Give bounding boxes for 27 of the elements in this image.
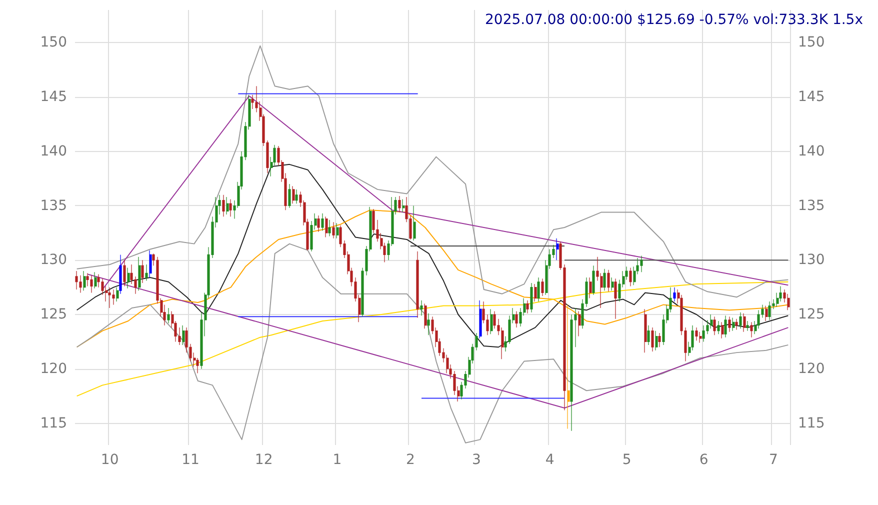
y2-tick-label: 125 <box>798 306 825 322</box>
y2-tick-label: 150 <box>798 34 825 51</box>
x-tick-label: 7 <box>769 452 778 468</box>
x-tick-label: 6 <box>699 452 708 468</box>
y-tick-label: 145 <box>40 89 67 105</box>
x-tick-label: 12 <box>254 452 273 468</box>
x-tick-label: 2 <box>406 452 415 468</box>
y-tick-label: 115 <box>40 415 67 432</box>
x-tick-label: 5 <box>622 452 632 468</box>
y2-tick-label: 140 <box>798 143 825 160</box>
y-tick-label: 120 <box>40 360 67 377</box>
y-tick-label: 130 <box>40 252 67 268</box>
y2-tick-label: 135 <box>798 198 825 214</box>
y-tick-label: 140 <box>40 143 67 160</box>
x-tick-label: 1 <box>332 452 342 468</box>
x-tick-label: 4 <box>545 452 554 468</box>
y-tick-label: 135 <box>40 198 67 214</box>
y2-tick-label: 120 <box>798 360 825 377</box>
x-tick-label: 11 <box>182 452 200 468</box>
y-tick-label: 125 <box>40 306 67 322</box>
x-tick-label: 10 <box>100 452 119 468</box>
chart-title: 2025.07.08 00:00:00 $125.69 -0.57% vol:733.3K 1.5x <box>485 12 864 28</box>
y2-tick-label: 145 <box>798 89 825 105</box>
x-tick-label: 3 <box>472 452 481 468</box>
y2-tick-label: 130 <box>798 252 825 268</box>
y2-tick-label: 115 <box>798 415 825 432</box>
y-tick-label: 150 <box>40 34 67 51</box>
